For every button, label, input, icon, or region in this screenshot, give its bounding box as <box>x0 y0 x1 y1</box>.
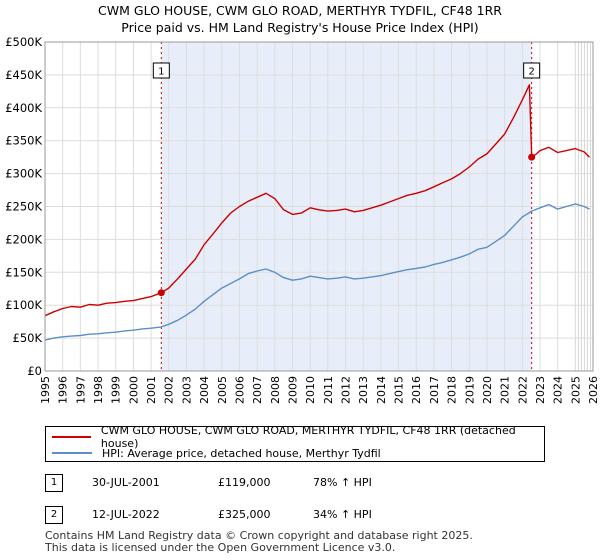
x-tick-label: 2010 <box>304 376 317 404</box>
x-tick-label: 1999 <box>110 376 123 404</box>
legend-label-hpi: HPI: Average price, detached house, Mert… <box>102 446 381 460</box>
transaction-price: £119,000 <box>218 476 271 489</box>
x-tick-label: 2012 <box>340 376 353 404</box>
legend-entry-property: CWM GLO HOUSE, CWM GLO ROAD, MERTHYR TYD… <box>52 424 544 450</box>
x-tick-label: 2000 <box>127 376 140 404</box>
footer-line-2: This data is licensed under the Open Gov… <box>45 541 396 554</box>
series-line-hpi <box>44 203 590 341</box>
x-tick-label: 2014 <box>375 376 388 404</box>
legend-label-property: CWM GLO HOUSE, CWM GLO ROAD, MERTHYR TYD… <box>100 424 516 450</box>
x-tick-label: 2005 <box>216 376 229 404</box>
transaction-price: £325,000 <box>218 508 271 521</box>
price-chart: 1 2 £0 £50K £100K £150K £200K £250K £300K £350K £… <box>5 35 600 404</box>
x-tick-label: 2025 <box>569 376 582 404</box>
y-tick-label: £350K <box>5 134 42 148</box>
x-tick-label: 2016 <box>410 376 423 404</box>
x-tick-label: 2022 <box>516 376 529 404</box>
x-tick-label: 2008 <box>269 376 282 404</box>
y-tick-label: £500K <box>5 35 42 49</box>
x-tick-label: 2019 <box>463 376 476 404</box>
transaction-number-badge: 1 <box>45 474 63 492</box>
y-tick-label: £150K <box>5 265 42 279</box>
legend-swatch-blue <box>52 452 92 454</box>
x-tick-label: 2013 <box>357 376 370 404</box>
x-tick-label: 1997 <box>74 376 87 404</box>
x-tick-label: 2020 <box>481 376 494 404</box>
title-line-1: CWM GLO HOUSE, CWM GLO ROAD, MERTHYR TYD… <box>98 3 502 18</box>
x-tick-label: 2003 <box>180 376 193 404</box>
y-tick-label: £100K <box>5 298 42 312</box>
x-tick-label: 2024 <box>552 376 565 404</box>
x-tick-label: 1996 <box>57 376 70 404</box>
x-tick-label: 1995 <box>39 376 52 404</box>
x-tick-label: 2004 <box>198 376 211 404</box>
transaction-row: 1 30-JUL-2001 £119,000 78% ↑ HPI <box>45 474 565 494</box>
footer-line-1: Contains HM Land Registry data © Crown c… <box>45 529 473 542</box>
x-tick-label: 2002 <box>163 376 176 404</box>
chart-title: CWM GLO HOUSE, CWM GLO ROAD, MERTHYR TYD… <box>0 2 600 36</box>
x-tick-label: 2001 <box>145 376 158 404</box>
transaction-hpi-change: 34% ↑ HPI <box>313 508 372 521</box>
legend-entry-hpi: HPI: Average price, detached house, Mert… <box>52 445 381 461</box>
transaction-number-badge: 2 <box>45 506 63 524</box>
transaction-date: 30-JUL-2001 <box>92 476 160 489</box>
y-tick-label: £250K <box>5 200 42 214</box>
transaction-hpi-change: 78% ↑ HPI <box>313 476 372 489</box>
x-tick-label: 2007 <box>251 376 264 404</box>
transaction-row: 2 12-JUL-2022 £325,000 34% ↑ HPI <box>45 506 565 526</box>
x-tick-label: 2023 <box>534 376 547 404</box>
sale-point <box>528 153 536 161</box>
x-tick-label: 2018 <box>446 376 459 404</box>
chart-legend: CWM GLO HOUSE, CWM GLO ROAD, MERTHYR TYD… <box>45 424 545 462</box>
x-tick-label: 2009 <box>286 376 299 404</box>
y-tick-label: £300K <box>5 167 42 181</box>
sale-point <box>157 289 165 297</box>
title-line-2: Price paid vs. HM Land Registry's House … <box>121 20 479 35</box>
sale-label: 2 <box>528 67 534 78</box>
x-tick-label: 2015 <box>393 376 406 404</box>
sale-label-box <box>152 62 170 79</box>
x-tick-label: 2026 <box>587 376 600 404</box>
x-tick-label: 2006 <box>233 376 246 404</box>
series-line-property <box>44 84 590 317</box>
x-tick-label: 2011 <box>322 376 335 404</box>
sale-label: 1 <box>158 67 164 78</box>
y-tick-label: £450K <box>5 68 42 82</box>
transaction-date: 12-JUL-2022 <box>92 508 160 521</box>
y-tick-label: £200K <box>5 232 42 246</box>
plot-border <box>44 41 594 372</box>
y-tick-label: £400K <box>5 101 42 115</box>
x-tick-label: 2021 <box>499 376 512 404</box>
y-tick-label: £50K <box>13 331 43 345</box>
x-tick-label: 2017 <box>428 376 441 404</box>
footer-attribution: Contains HM Land Registry data © Crown c… <box>45 530 473 554</box>
y-tick-label: £0 <box>27 364 42 378</box>
sale-label-box <box>523 62 541 79</box>
x-tick-label: 1998 <box>92 376 105 404</box>
legend-swatch-red <box>52 436 91 438</box>
